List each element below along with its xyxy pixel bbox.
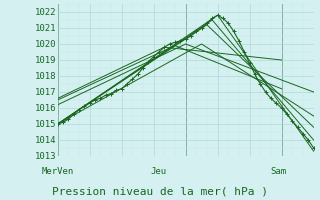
Text: MerVen: MerVen [42, 167, 74, 176]
Text: Sam: Sam [270, 167, 286, 176]
Text: Pression niveau de la mer( hPa ): Pression niveau de la mer( hPa ) [52, 186, 268, 196]
Text: Jeu: Jeu [150, 167, 166, 176]
